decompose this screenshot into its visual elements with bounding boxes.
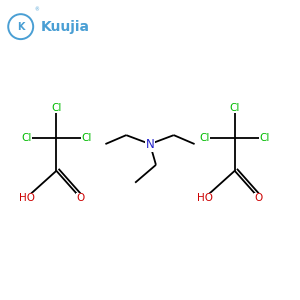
Text: N: N	[146, 138, 154, 151]
Text: Cl: Cl	[51, 103, 62, 113]
Text: Cl: Cl	[230, 103, 240, 113]
Text: K: K	[17, 22, 25, 32]
Text: Cl: Cl	[81, 133, 91, 143]
Text: Cl: Cl	[22, 133, 32, 143]
Text: Cl: Cl	[200, 133, 210, 143]
Text: Kuujia: Kuujia	[40, 20, 90, 34]
Text: HO: HO	[197, 193, 213, 202]
Text: HO: HO	[19, 193, 35, 202]
Text: ®: ®	[35, 8, 39, 13]
Text: O: O	[76, 193, 84, 202]
Text: O: O	[254, 193, 262, 202]
Text: Cl: Cl	[259, 133, 270, 143]
